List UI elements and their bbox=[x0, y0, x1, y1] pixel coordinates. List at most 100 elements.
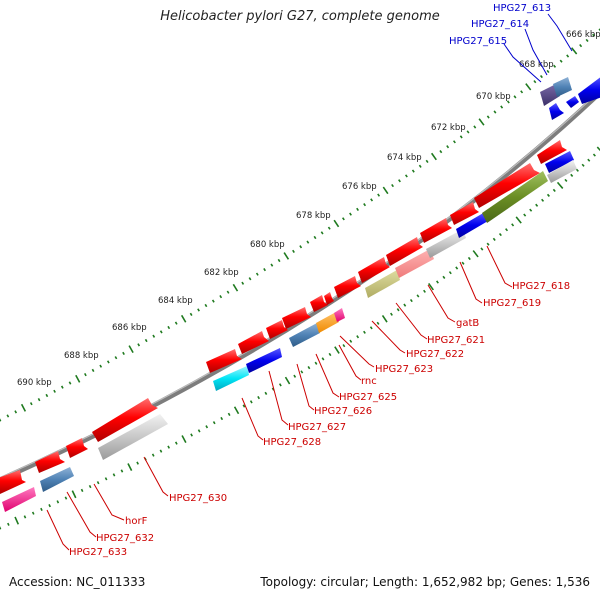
scale-tick bbox=[478, 118, 485, 126]
scale-tick bbox=[255, 272, 259, 276]
gene-label: HPG27_614 bbox=[471, 19, 529, 30]
scale-tick bbox=[592, 33, 596, 37]
scale-tick bbox=[559, 59, 563, 63]
scale-tick-label: 668 kbp bbox=[519, 60, 554, 70]
gene-feature bbox=[547, 160, 577, 183]
track-tick bbox=[486, 242, 490, 246]
scale-tick bbox=[306, 240, 310, 244]
gene-feature bbox=[545, 151, 574, 173]
track-tick bbox=[381, 315, 388, 323]
gene-callout-line bbox=[395, 302, 428, 340]
gene-feature bbox=[365, 270, 400, 298]
scale-tick bbox=[439, 150, 443, 154]
gene-feature bbox=[420, 218, 452, 243]
scale-tick bbox=[189, 312, 193, 316]
track-tick bbox=[174, 441, 178, 445]
track-tick bbox=[328, 352, 332, 357]
scale-tick bbox=[446, 145, 450, 149]
scale-tick bbox=[0, 418, 2, 422]
gene-feature bbox=[266, 320, 288, 339]
track-tick bbox=[112, 473, 116, 477]
scale-tick bbox=[430, 152, 437, 161]
scale-tick bbox=[299, 245, 303, 249]
gene-callout-line bbox=[547, 13, 573, 52]
scale-tick bbox=[404, 174, 408, 178]
track-tick bbox=[442, 275, 446, 279]
scale-tick-label: 684 kbp bbox=[158, 296, 193, 306]
scale-tick bbox=[520, 90, 524, 94]
track-tick bbox=[249, 400, 253, 404]
track-tick bbox=[242, 404, 246, 408]
gene-feature bbox=[92, 398, 158, 442]
scale-tick-label: 682 kbp bbox=[204, 268, 239, 278]
gene-feature bbox=[324, 292, 334, 305]
track-tick bbox=[428, 282, 434, 291]
track-tick bbox=[570, 173, 574, 177]
gene-feature bbox=[549, 103, 564, 120]
gene-feature bbox=[289, 323, 320, 347]
track-tick bbox=[416, 294, 420, 298]
scale-tick bbox=[232, 283, 239, 292]
gene-feature bbox=[334, 276, 361, 298]
track-tick bbox=[293, 374, 297, 378]
gene-callout-line bbox=[339, 335, 375, 368]
scale-tick-label: 666 kbp bbox=[566, 30, 600, 40]
track-tick bbox=[564, 178, 568, 182]
gene-callout-line bbox=[338, 344, 362, 381]
scale-tick bbox=[525, 83, 532, 91]
track-tick bbox=[40, 507, 43, 512]
gene-feature bbox=[310, 295, 328, 312]
genome-backbone-highlight bbox=[0, 89, 600, 479]
track-tick bbox=[396, 308, 400, 312]
gene-label: HPG27_615 bbox=[449, 36, 507, 47]
track-tick bbox=[596, 146, 600, 152]
gene-label: HPG27_627 bbox=[288, 422, 346, 433]
scale-tick bbox=[144, 338, 148, 343]
gene-feature bbox=[537, 140, 567, 164]
gene-feature bbox=[474, 163, 540, 208]
track-tick bbox=[7, 522, 10, 526]
scale-tick bbox=[197, 308, 200, 312]
scale-tick-label: 678 kbp bbox=[296, 211, 331, 221]
scale-tick bbox=[452, 140, 456, 144]
gene-label: rnc bbox=[361, 376, 377, 387]
scale-tick bbox=[84, 373, 87, 377]
gene-label: HPG27_626 bbox=[314, 406, 372, 417]
track-tick bbox=[197, 429, 201, 433]
track-tick bbox=[409, 298, 413, 303]
gene-feature bbox=[98, 414, 168, 460]
scale-tick bbox=[473, 125, 477, 129]
scale-tick bbox=[571, 47, 578, 55]
scale-tick bbox=[37, 397, 41, 402]
scale-tick bbox=[137, 343, 141, 347]
scale-tick bbox=[270, 263, 274, 267]
scale-tick bbox=[283, 252, 290, 260]
map-title: Helicobacter pylori G27, complete genome bbox=[160, 9, 440, 24]
gene-feature bbox=[35, 451, 65, 473]
gene-callout-line bbox=[143, 456, 169, 497]
gene-callout-lines bbox=[46, 13, 573, 551]
track-tick bbox=[284, 376, 291, 385]
track-tick bbox=[467, 256, 471, 261]
gene-label: HPG27_622 bbox=[406, 349, 464, 360]
track-tick bbox=[278, 383, 282, 387]
scale-tick bbox=[211, 299, 215, 303]
track-tick bbox=[96, 481, 100, 485]
accession-text: Accession: NC_011333 bbox=[9, 575, 146, 589]
track-tick bbox=[363, 330, 366, 334]
scale-tick bbox=[241, 281, 245, 285]
scale-tick bbox=[598, 28, 600, 32]
gene-feature bbox=[206, 349, 242, 373]
track-tick bbox=[581, 163, 585, 167]
scale-tick-label: 676 kbp bbox=[342, 182, 377, 192]
gene-feature bbox=[213, 366, 249, 391]
track-tick bbox=[529, 208, 533, 212]
track-tick bbox=[88, 484, 92, 489]
track-tick bbox=[376, 321, 380, 325]
scale-tick bbox=[167, 325, 171, 330]
scale-tick bbox=[363, 203, 367, 207]
gene-feature bbox=[2, 487, 36, 512]
scale-tick bbox=[320, 231, 324, 235]
track-tick bbox=[556, 181, 564, 189]
scale-tick bbox=[68, 381, 72, 385]
